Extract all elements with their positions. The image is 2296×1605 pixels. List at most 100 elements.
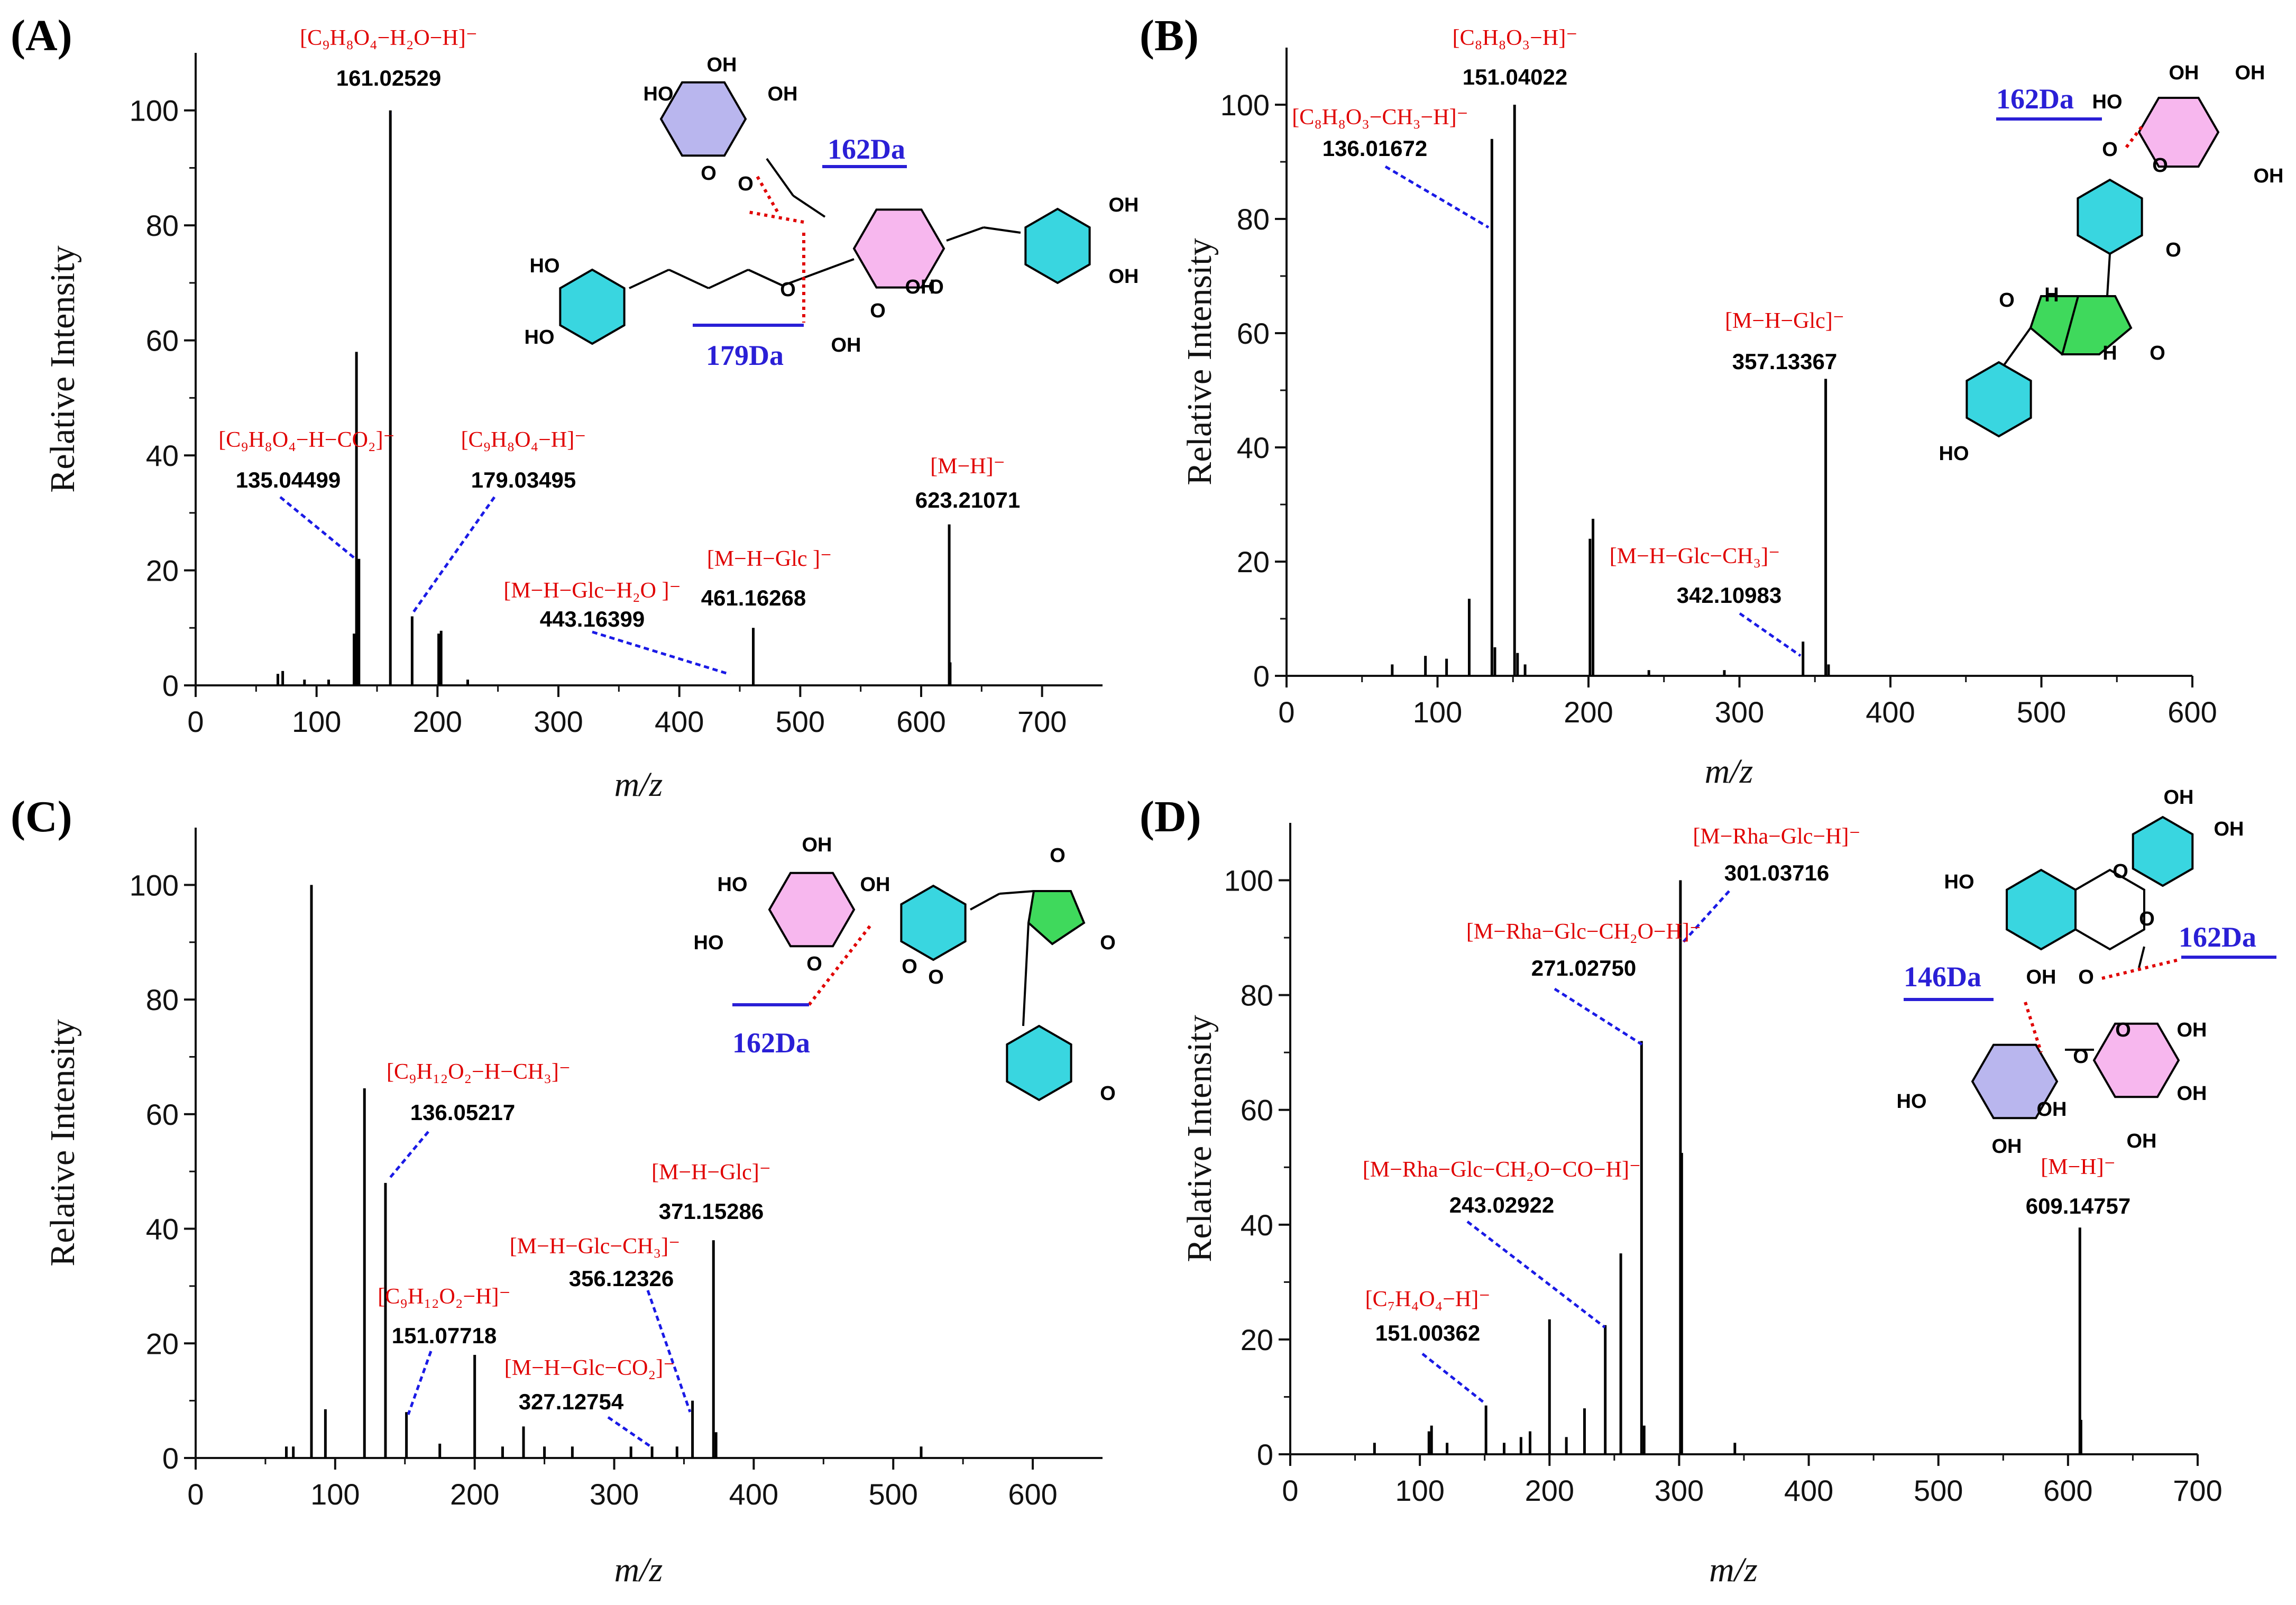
atom-label: OH [2169, 62, 2199, 84]
y-tick-label: 100 [1224, 864, 1273, 897]
furofuran-ring-right [2061, 295, 2133, 355]
leader-line [411, 496, 496, 615]
atom-label: HO [525, 326, 555, 348]
atom-label: OH [2235, 62, 2265, 84]
cleavage-line [2024, 1002, 2043, 1053]
atom-label: OH [2026, 966, 2056, 988]
mass-loss-label: 162Da [1996, 83, 2074, 115]
rhamnose-ring [1971, 1043, 2059, 1120]
x-tick-label: 100 [1395, 1474, 1444, 1507]
atom-label: O [928, 276, 944, 298]
x-tick-label: 400 [1866, 695, 1915, 729]
mass-loss-label: 146Da [1904, 961, 1981, 993]
mz-label: 151.00362 [1375, 1320, 1481, 1345]
panel-b: (B) 0 100 200 300 400 500 600 0 20 40 60 80 100 Relati… [1140, 11, 2284, 791]
ion-label: [M−H−Glc]⁻ [651, 1160, 771, 1185]
atom-label: OH [768, 83, 798, 105]
atom-label: HO [644, 83, 674, 105]
mass-loss-label: 162Da [2179, 921, 2256, 953]
atom-label: O [2165, 239, 2181, 261]
ion-label: [M−H]⁻ [930, 454, 1005, 479]
atom-label: HO [694, 932, 724, 954]
ion-label: [C₉H₁₂O₂−H]⁻ [378, 1285, 510, 1309]
bond [2138, 946, 2145, 968]
mz-label: 136.01672 [1323, 136, 1428, 161]
atom-label: OH [2127, 1130, 2157, 1152]
bond [946, 226, 984, 242]
y-tick-label: 40 [146, 439, 179, 472]
x-tick-label: 700 [1017, 705, 1067, 738]
atom-label: HO [1944, 871, 1974, 893]
atom-label: O [780, 279, 796, 301]
mz-label: 136.05217 [410, 1100, 516, 1125]
atom-label: H [2102, 342, 2117, 364]
atom-label: OH [1992, 1135, 2022, 1158]
atom-label: OH [860, 874, 890, 896]
c-ring [2074, 868, 2145, 951]
atom-label: O [2152, 154, 2168, 177]
cleavage-line [745, 210, 804, 224]
ion-label: [M−Rha−Glc−CH₂O−CO−H]⁻ [1363, 1158, 1641, 1182]
atom-label: HO [1897, 1090, 1927, 1113]
atom-label: O [2150, 342, 2165, 364]
panel-a: (A) 0 100 200 300 400 500 600 700 0 20 40 60 80 100 Rel… [11, 11, 1139, 804]
hydroxytyrosol-ring [1024, 207, 1091, 285]
cleavage-line [2101, 958, 2179, 980]
structure-d: 162Da 146Da OH OH HO O O OH O O O OH OH HO OH OH OH [1897, 786, 2276, 1158]
mz-label: 371.15286 [659, 1199, 764, 1224]
y-tick-label: 20 [146, 554, 179, 588]
atom-label: OH [2177, 1083, 2207, 1105]
leader-line [1421, 1353, 1487, 1405]
bond [766, 158, 794, 197]
ion-label: [M−H−Glc ]⁻ [707, 547, 832, 571]
ion-label: [C₉H₈O₄−H−CO₂]⁻ [218, 428, 394, 452]
y-tick-label: 20 [1241, 1323, 1273, 1356]
bond [708, 269, 749, 289]
mass-loss-label: 162Da [828, 133, 905, 165]
mz-label: 243.02922 [1449, 1193, 1555, 1217]
atom-label: OH [802, 834, 832, 856]
bond [970, 893, 1000, 911]
mz-label: 327.12754 [519, 1389, 624, 1414]
rhamnose-ring [659, 81, 747, 157]
guaiacyl-ring-lower [1966, 361, 2032, 438]
ion-label: [C₉H₁₂O₂−H−CH₃]⁻ [387, 1060, 571, 1084]
x-tick-label: 300 [534, 705, 583, 738]
x-tick-label: 400 [655, 705, 704, 738]
leader-line [607, 1416, 651, 1448]
leader-line [1554, 987, 1643, 1046]
x-tick-label: 600 [2168, 695, 2217, 729]
y-tick-label: 40 [1241, 1208, 1273, 1242]
atom-label: OH [2214, 818, 2244, 840]
atom-label: O [1999, 289, 2015, 311]
panel-letter: (B) [1140, 11, 1199, 60]
x-axis-title: m/z [1705, 752, 1753, 791]
atom-label: OH [2177, 1019, 2207, 1041]
leader-line [388, 1131, 429, 1180]
ion-label: [M−H−Glc−CH₃]⁻ [1610, 544, 1780, 568]
aryl-ring-upper [900, 884, 967, 961]
bond [2106, 253, 2111, 297]
atom-label: OH [831, 334, 861, 356]
bond [2003, 327, 2032, 366]
atom-label: O [928, 966, 944, 988]
lactone-ring [1027, 890, 1086, 946]
leader-line [592, 630, 730, 676]
y-tick-label: 0 [1253, 659, 1270, 693]
ion-label: [M−Rha−Glc−CH₂O−H]⁻ [1466, 920, 1701, 944]
atom-label: HO [718, 874, 748, 896]
ion-label: [C₇H₄O₄−H]⁻ [1365, 1287, 1491, 1311]
ion-label: [M−H−Glc−CO₂]⁻ [504, 1356, 675, 1380]
atom-label: OH [2164, 786, 2194, 809]
mz-label: 357.13367 [1732, 349, 1838, 374]
y-tick-label: 80 [146, 209, 179, 242]
atom-label: O [2115, 1019, 2131, 1041]
mz-label: 151.04022 [1463, 65, 1568, 89]
panel-letter: (D) [1140, 792, 1201, 841]
atom-label: H [2044, 284, 2059, 306]
mass-loss-label: 179Da [706, 340, 784, 371]
x-tick-label: 200 [1564, 695, 1613, 729]
